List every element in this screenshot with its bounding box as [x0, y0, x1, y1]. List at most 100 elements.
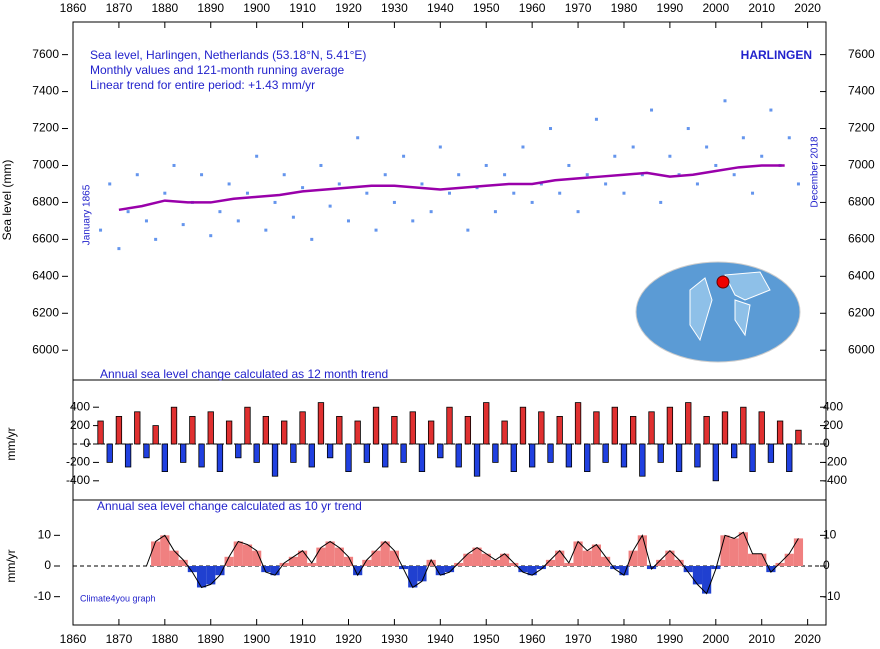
x-tick-label: 1980	[611, 632, 638, 646]
bar	[593, 411, 600, 445]
y-tick-label: 6600	[32, 232, 59, 246]
bar	[630, 415, 637, 445]
area-segment	[775, 562, 785, 566]
area-segment	[261, 566, 271, 573]
bar	[391, 415, 398, 445]
y-tick-label-right: 400	[823, 399, 843, 413]
bar	[363, 443, 371, 463]
area-segment	[702, 566, 712, 594]
bar	[427, 420, 435, 445]
bar	[437, 443, 444, 459]
x-tick-label: 2020	[794, 1, 821, 15]
bar	[528, 443, 536, 468]
point	[319, 163, 323, 167]
bar	[648, 411, 655, 445]
point	[650, 108, 654, 112]
bar	[565, 443, 573, 468]
bar	[290, 443, 297, 463]
area-segment	[408, 566, 418, 588]
bar	[382, 443, 389, 468]
bar	[639, 443, 646, 477]
area-segment	[545, 559, 556, 566]
bar	[721, 411, 729, 445]
bar	[685, 402, 692, 445]
bar	[345, 443, 352, 473]
bar	[657, 443, 664, 463]
y-tick-label: -400	[66, 473, 90, 487]
point	[521, 145, 525, 149]
bar	[115, 415, 123, 445]
point	[365, 191, 369, 195]
panel-title: Annual sea level change calculated as 12…	[100, 367, 388, 381]
bar	[731, 443, 738, 459]
x-tick-label: 2010	[748, 1, 775, 15]
point	[585, 173, 589, 177]
point	[227, 182, 231, 186]
bar	[464, 415, 472, 445]
point	[310, 237, 314, 241]
point	[255, 154, 259, 158]
annotation: Sea level, Harlingen, Netherlands (53.18…	[90, 48, 366, 62]
area-segment	[224, 556, 234, 566]
area-segment	[738, 532, 748, 566]
point	[769, 108, 773, 112]
area-segment	[307, 562, 317, 566]
point	[383, 173, 387, 177]
y-tick-label-right: 6200	[848, 305, 875, 319]
bar	[326, 443, 334, 459]
point	[484, 163, 488, 167]
area-segment	[784, 553, 794, 566]
point	[796, 182, 800, 186]
point	[549, 127, 553, 131]
point	[328, 204, 332, 208]
bar	[749, 443, 756, 473]
area-segment	[637, 535, 647, 566]
point	[135, 173, 139, 177]
area-segment	[270, 566, 280, 576]
y-tick-label-right: 7400	[848, 84, 875, 98]
bar	[556, 415, 563, 445]
area-segment	[178, 559, 188, 566]
y-tick-label-right: 6800	[848, 195, 875, 209]
area-segment	[536, 566, 546, 570]
bar	[372, 406, 380, 445]
x-tick-label: 1870	[106, 632, 133, 646]
point	[723, 99, 727, 103]
y-tick-label: -10	[34, 589, 52, 603]
x-tick-label: 1960	[519, 1, 546, 15]
x-tick-label: 2010	[748, 632, 775, 646]
x-tick-label: 1870	[106, 1, 133, 15]
y-tick-label-right: -10	[823, 589, 841, 603]
point	[466, 228, 470, 232]
bar	[675, 443, 683, 473]
area-segment	[747, 553, 758, 566]
area-segment	[380, 541, 390, 566]
area-segment	[233, 541, 243, 566]
area-segment	[555, 550, 565, 566]
area-segment	[500, 553, 510, 566]
bar	[207, 411, 214, 445]
x-tick-label: 1970	[565, 1, 592, 15]
point	[108, 182, 112, 186]
x-tick-label: 1900	[243, 632, 270, 646]
area-segment	[582, 550, 592, 566]
annotation: Monthly values and 121-month running ave…	[90, 63, 344, 77]
x-tick-label: 2000	[702, 632, 729, 646]
bar	[106, 443, 113, 463]
area-segment	[729, 538, 739, 566]
bar	[336, 415, 343, 445]
bar	[510, 443, 517, 473]
point	[714, 163, 718, 167]
point	[604, 182, 608, 186]
y-tick-label: 400	[70, 399, 90, 413]
x-tick-label: 1940	[427, 1, 454, 15]
point	[512, 191, 516, 195]
trend-outline	[145, 531, 799, 595]
area-segment	[481, 553, 491, 566]
point	[144, 219, 148, 223]
area-segment	[242, 544, 253, 566]
point	[613, 154, 617, 158]
area-segment	[389, 550, 399, 566]
y-tick-label: 0	[44, 558, 51, 572]
x-tick-label: 1920	[335, 632, 362, 646]
